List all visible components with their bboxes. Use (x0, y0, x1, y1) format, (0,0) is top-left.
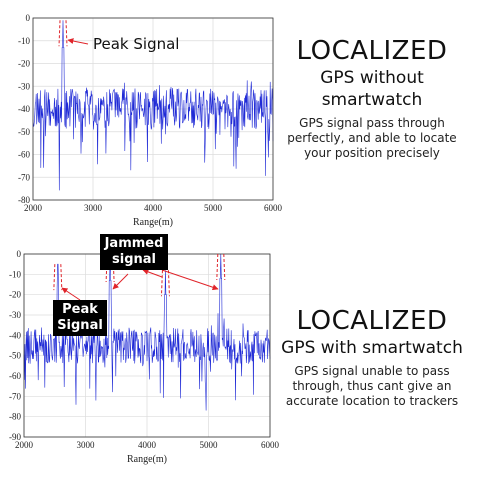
jammed-arrow-2 (142, 269, 163, 278)
y-tick-label: -80 (18, 195, 30, 205)
peak-label-line-1: Peak (62, 302, 98, 317)
y-tick-label: -70 (9, 391, 21, 401)
signal-series (32, 20, 274, 191)
bottom-peak-signal-label: Peak Signal (53, 300, 107, 336)
x-tick-label: 2000 (15, 440, 34, 450)
panel-heading: LOCALIZED (296, 306, 448, 336)
y-tick-label: -30 (9, 310, 21, 320)
jammed-label-line-1: Jammed (104, 236, 164, 251)
panel-with-smartwatch: LOCALIZED GPS with smartwatch GPS signal… (272, 306, 472, 409)
x-axis-label: Range(m) (133, 217, 173, 228)
signal-series (23, 253, 271, 411)
y-tick-label: -40 (18, 104, 30, 114)
peak-marker (105, 256, 115, 283)
y-tick-label: -50 (18, 127, 30, 137)
y-tick-label: -30 (18, 81, 30, 91)
y-tick-label: -10 (18, 36, 30, 46)
y-tick-label: -40 (9, 330, 21, 340)
top-peak-arrow (67, 38, 89, 45)
x-tick-label: 6000 (261, 440, 280, 450)
x-tick-label: 2000 (24, 203, 43, 213)
y-tick-label: -90 (9, 432, 21, 442)
peak-marker (160, 270, 170, 297)
top-peak-signal-label: Peak Signal (93, 35, 179, 53)
peak-arrow (61, 287, 81, 301)
y-tick-label: -60 (18, 150, 30, 160)
panel-subheading-line-1: GPS with smartwatch (281, 338, 463, 358)
panel-subheading-line-1: GPS without (320, 68, 424, 88)
plot-frame (32, 17, 274, 201)
y-tick-label: -20 (18, 59, 30, 69)
x-tick-label: 5000 (204, 203, 223, 213)
peak-marker (53, 264, 63, 291)
panel-subheading-line-2: smartwatch (321, 90, 423, 110)
peak-marker (216, 253, 226, 281)
x-tick-label: 3000 (77, 440, 96, 450)
y-tick-label: -20 (9, 290, 21, 300)
y-tick-label: -50 (9, 351, 21, 361)
y-tick-label: -80 (9, 412, 21, 422)
jammed-arrow-1 (112, 273, 129, 290)
chart-without-smartwatch: 2000 3000 4000 5000 6000 0 -10 -20 -30 -40 -50 -60 -… (18, 13, 283, 228)
x-tick-label: 4000 (144, 203, 163, 213)
jammed-signal-label: Jammed signal (100, 234, 168, 270)
x-axis-label: Range(m) (127, 454, 167, 465)
x-tick-label: 3000 (84, 203, 103, 213)
peak-label-line-2: Signal (57, 318, 103, 333)
chart-with-smartwatch: 2000 3000 4000 5000 6000 0 -10 -20 -30 -40 -50 -60 -… (9, 249, 280, 465)
jammed-arrow-3 (161, 269, 219, 291)
y-tick-label: -10 (9, 269, 21, 279)
panel-without-smartwatch: LOCALIZED GPS without smartwatch GPS sig… (272, 36, 472, 161)
y-tick-label: -60 (9, 371, 21, 381)
x-tick-label: 5000 (200, 440, 219, 450)
y-tick-label: 0 (17, 249, 22, 259)
panel-heading: LOCALIZED (296, 36, 448, 66)
y-tick-label: 0 (26, 13, 31, 23)
x-tick-label: 4000 (138, 440, 157, 450)
peak-marker (58, 20, 68, 47)
y-tick-label: -70 (18, 172, 30, 182)
x-tick-label: 6000 (264, 203, 283, 213)
panel-description: GPS signal pass through perfectly, and a… (287, 116, 457, 160)
panel-description: GPS signal unable to pass through, thus … (285, 364, 459, 408)
jammed-label-line-2: signal (112, 252, 156, 267)
